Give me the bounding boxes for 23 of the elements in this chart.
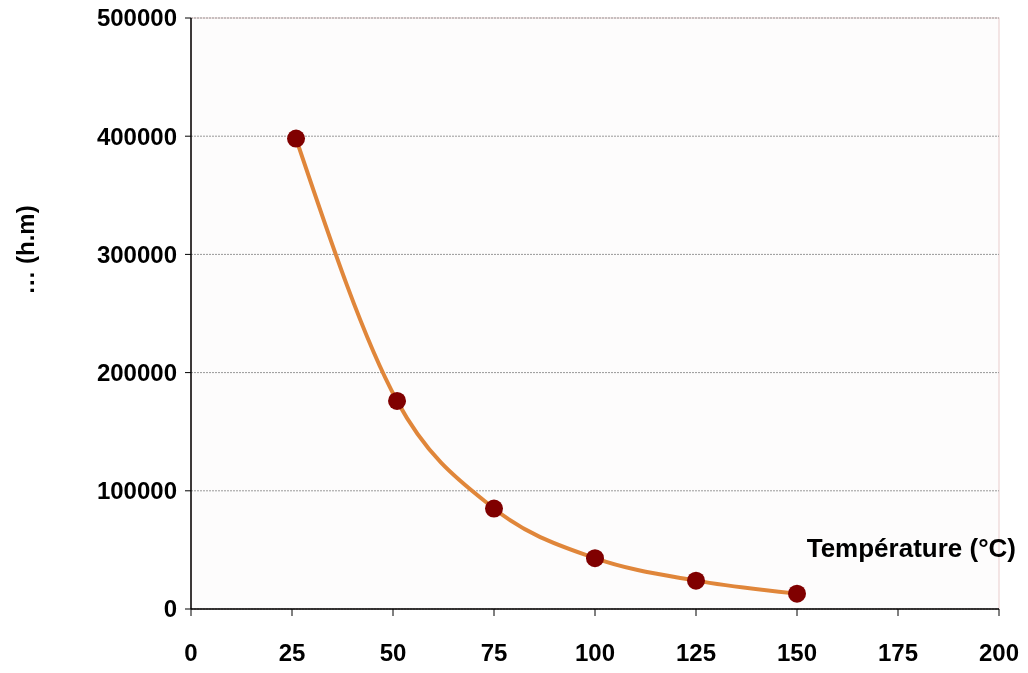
y-tick-label: 300000 bbox=[96, 240, 177, 268]
x-tick-label: 0 bbox=[184, 639, 198, 666]
x-tick-label: 125 bbox=[675, 639, 717, 666]
x-tick-label: 75 bbox=[480, 639, 508, 666]
y-tick-label: 0 bbox=[163, 595, 177, 623]
point bbox=[687, 571, 705, 590]
x-tick-label: 175 bbox=[877, 639, 919, 666]
x-tick-label: 50 bbox=[379, 639, 407, 666]
y-tick-label: 400000 bbox=[96, 122, 177, 150]
point bbox=[287, 129, 306, 148]
x-tick-label: 100 bbox=[574, 639, 616, 666]
x-tick-label: 200 bbox=[978, 639, 1020, 666]
point bbox=[788, 584, 806, 603]
x-axis-title: Température (°C) bbox=[806, 533, 1016, 563]
x-tick-label: 150 bbox=[776, 639, 818, 666]
point bbox=[388, 391, 407, 410]
y-tick-label: 200000 bbox=[96, 359, 177, 386]
y-axis-title: … (h.m) bbox=[12, 205, 39, 295]
x-tick-label: 25 bbox=[278, 639, 306, 666]
point bbox=[586, 549, 604, 568]
y-tick-label: 100000 bbox=[96, 477, 177, 505]
y-tick-label: 500000 bbox=[96, 4, 177, 32]
point bbox=[485, 499, 503, 518]
